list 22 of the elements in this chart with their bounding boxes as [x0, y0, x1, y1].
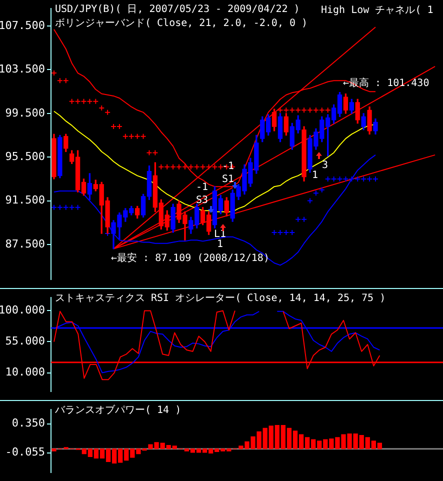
- y-tick-label: 87.500: [5, 237, 45, 250]
- y-tick-label: 103.500: [0, 62, 45, 76]
- text: ボリンジャーバンド( Close, 21, 2.0, -2.0, 0 ): [55, 18, 308, 30]
- annotation: -1: [196, 182, 208, 194]
- annotation: 1: [217, 239, 224, 251]
- y-tick-label: 0.350: [12, 416, 45, 430]
- y-tick-label: -0.055: [5, 446, 45, 459]
- annotation: High Low チャネル( 1: [321, 5, 434, 17]
- y-tick-label: 100.000: [0, 304, 45, 317]
- chart-title: バランスオブパワー( 14 ): [55, 405, 182, 417]
- y-tick-label: 107.500: [0, 18, 45, 32]
- y-tick-label: 95.500: [5, 150, 45, 163]
- y-tick-label: 10.000: [5, 366, 45, 379]
- chart-title: USD/JPY(B)( 日, 2007/05/23 - 2009/04/22 ): [55, 4, 300, 16]
- annotation: S1: [222, 174, 234, 186]
- annotation: ←最安 : 87.109 (2008/12/18): [111, 253, 270, 265]
- annotation: 1: [312, 170, 318, 182]
- y-tick-label: 91.500: [5, 194, 45, 207]
- annotation: 3: [322, 160, 328, 172]
- y-tick-label: 99.500: [5, 106, 45, 120]
- chart-title: ストキャスティクス RSI オシレーター( Close, 14, 14, 25, 75 ): [55, 293, 386, 305]
- y-tick-label: 55.000: [5, 334, 45, 348]
